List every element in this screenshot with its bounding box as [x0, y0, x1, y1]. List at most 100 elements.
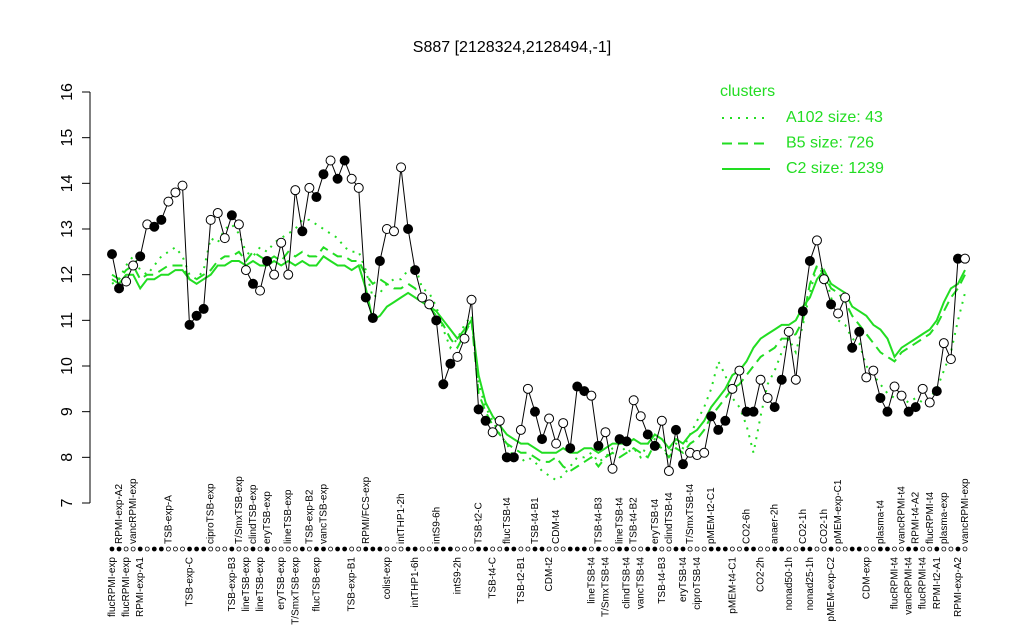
rug-dot: [398, 546, 404, 552]
x-tick-label: flucRPMI-exp: [107, 557, 118, 617]
data-point: [149, 221, 160, 232]
rug-dot: [469, 546, 474, 552]
rug-dot: [567, 546, 573, 552]
x-tick-label: pMEM-t4-C1: [727, 557, 738, 614]
data-point: [551, 438, 562, 449]
rug-dot: [631, 546, 637, 552]
x-tick-label: clindTSB-t4: [622, 557, 633, 609]
x-tick-label: RPMI-exp-A2: [953, 557, 964, 617]
x-tick-label: CDM-t2: [544, 557, 555, 592]
data-point: [304, 182, 315, 193]
data-point: [473, 404, 484, 415]
x-tick-label: intS9-6h: [431, 507, 442, 544]
rug-dot: [666, 546, 672, 552]
rug-dot: [455, 546, 460, 552]
data-point: [219, 233, 230, 244]
data-point: [621, 436, 632, 447]
x-tick-label: flucRPMI-t4: [918, 557, 929, 610]
x-tick-label: RPMI-exp-A1: [135, 557, 146, 617]
data-point: [445, 358, 456, 369]
rug-dot: [553, 546, 559, 552]
data-point: [762, 392, 773, 403]
data-point: [734, 365, 745, 376]
rug-dot: [377, 546, 383, 552]
x-tick-label: vancTSB-t4: [636, 557, 647, 610]
rug-dot: [694, 546, 700, 552]
x-tick-label: vancTSB-exp: [318, 484, 329, 544]
rug-dot: [744, 546, 749, 552]
x-tick-label: intTHP1-6h: [410, 557, 421, 608]
rug-dot: [476, 546, 481, 552]
rug-dot: [588, 546, 594, 552]
rug-dot: [532, 546, 538, 552]
data-point: [466, 294, 477, 305]
x-tick-label: TSB-t4-B3: [593, 497, 604, 544]
data-point: [487, 427, 498, 438]
data-point: [910, 402, 921, 413]
rug-dot: [116, 546, 122, 552]
y-tick-label: 7: [59, 498, 76, 507]
x-tick-label: T/SmxTSB-t4: [600, 557, 611, 617]
rug-dot: [610, 546, 615, 552]
rug-dot: [144, 546, 150, 552]
data-point: [494, 415, 505, 426]
x-tick-label: TSB-t4-B2: [629, 497, 640, 544]
data-point: [544, 413, 555, 424]
x-tick-label: eryTSB-t4: [678, 557, 689, 602]
x-tick-label: TSB-t2-B1: [516, 557, 527, 604]
data-point: [114, 283, 125, 294]
rug-dot: [335, 546, 340, 552]
data-point: [565, 443, 576, 454]
rug-dot: [729, 546, 735, 552]
x-tick-label: eryTSB-exp: [276, 557, 287, 610]
data-point: [776, 374, 787, 385]
x-tick-label: nonad25-1h: [805, 557, 816, 610]
rug-dot: [412, 546, 418, 552]
data-point: [931, 386, 942, 397]
rug-dot: [765, 546, 771, 552]
rug-dot: [173, 546, 178, 552]
x-tick-label: TSB-exp-B1: [347, 557, 358, 612]
legend-label: A102 size: 43: [786, 109, 883, 126]
x-tick-label: CDM-t4: [551, 509, 562, 544]
rug-dot: [151, 546, 157, 552]
rug-dot: [786, 546, 792, 552]
data-point: [459, 333, 470, 344]
data-point: [804, 255, 815, 266]
y-tick-label: 15: [59, 129, 76, 147]
data-point: [960, 253, 970, 264]
rug-dot: [751, 546, 756, 552]
rug-dot: [814, 546, 820, 552]
rug-dot: [285, 546, 291, 552]
x-tick-label: RPMI/FCS-exp: [361, 476, 372, 544]
x-tick-label: TSB-t4-B1: [530, 497, 541, 544]
x-tick-label: clindTSB-exp: [248, 484, 259, 544]
rug-dot: [384, 546, 390, 552]
rug-dot: [292, 546, 298, 552]
x-tick-label: eryTSB-t4: [650, 499, 661, 544]
y-tick-label: 14: [59, 174, 76, 192]
data-point: [896, 390, 907, 401]
rug-dot: [201, 546, 207, 552]
rug-dot: [483, 546, 489, 552]
data-point: [720, 415, 731, 426]
x-tick-label: T/SmxTSB-exp: [234, 476, 245, 544]
rug-dot: [180, 546, 185, 552]
data-point: [480, 415, 491, 426]
data-point: [924, 397, 935, 408]
rug-dot: [419, 546, 425, 552]
rug-dot: [405, 546, 411, 552]
x-tick-label: ciproTSB-t4: [692, 557, 703, 610]
data-point: [522, 383, 533, 394]
y-tick-label: 9: [59, 407, 76, 416]
rug-dot: [321, 546, 326, 552]
rug-dot: [314, 546, 319, 552]
rug-dot: [878, 546, 883, 552]
x-tick-label: TSB-exp-B3: [227, 557, 238, 612]
rug-dot: [772, 546, 778, 552]
rug-dot: [892, 546, 897, 552]
data-point: [410, 265, 421, 276]
data-point: [727, 383, 738, 394]
rug-dot: [504, 546, 510, 552]
